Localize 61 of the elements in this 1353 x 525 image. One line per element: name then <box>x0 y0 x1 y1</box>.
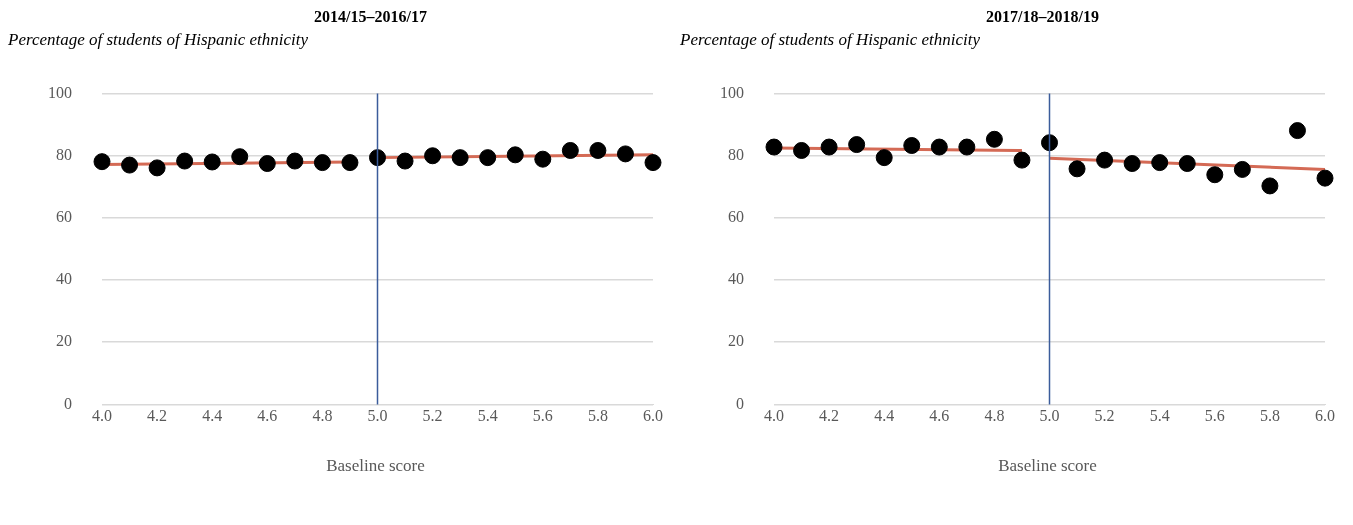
x-tick-label: 4.8 <box>984 407 1005 425</box>
x-tick-label: 5.0 <box>1039 407 1060 425</box>
x-axis-title: Baseline score <box>325 456 426 476</box>
point <box>1233 160 1251 178</box>
x-tick-label: 4.2 <box>819 407 840 425</box>
point <box>1261 177 1279 195</box>
point <box>1316 169 1334 187</box>
y-tick-label: 40 <box>56 270 72 288</box>
x-tick-label: 5.6 <box>1204 407 1225 425</box>
x-tick-label: 5.4 <box>477 407 498 425</box>
x-axis-title: Baseline score <box>997 456 1098 476</box>
x-tick-label: 4.0 <box>764 407 784 425</box>
point <box>1013 151 1031 169</box>
y-tick-label: 100 <box>48 83 72 101</box>
y-axis-title: Percentage of students of Hispanic ethnicity <box>8 30 310 51</box>
y-tick-label: 80 <box>728 145 744 163</box>
x-tick-label: 5.8 <box>1259 407 1280 425</box>
y-tick-label: 20 <box>728 332 744 350</box>
x-tick-label: 5.0 <box>367 407 388 425</box>
x-tick-label: 4.8 <box>312 407 333 425</box>
chart-title: 2017/18–2018/19 <box>985 8 1100 27</box>
x-tick-label: 6.0 <box>1315 407 1335 425</box>
point <box>985 130 1003 148</box>
x-tick-label: 4.6 <box>929 407 950 425</box>
point <box>958 138 976 156</box>
x-tick-label: 4.2 <box>147 407 168 425</box>
y-tick-label: 20 <box>56 332 72 350</box>
y-tick-label: 80 <box>56 145 72 163</box>
y-tick-label: 60 <box>728 208 744 226</box>
point <box>820 138 838 156</box>
point <box>1178 155 1196 173</box>
x-tick-label: 4.4 <box>202 407 223 425</box>
point <box>1068 160 1086 178</box>
x-tick-label: 5.6 <box>532 407 553 425</box>
y-tick-label: 0 <box>736 394 744 412</box>
y-tick-label: 100 <box>720 83 744 101</box>
y-axis-title: Percentage of students of Hispanic ethnicity <box>680 30 982 51</box>
y-tick-label: 0 <box>64 394 72 412</box>
point <box>903 137 921 154</box>
x-tick-label: 6.0 <box>643 407 663 425</box>
point <box>1151 154 1169 172</box>
point <box>793 141 811 159</box>
x-tick-label: 4.0 <box>92 407 112 425</box>
point <box>1096 151 1114 169</box>
y-tick-label: 60 <box>56 208 72 226</box>
point <box>875 149 893 167</box>
x-tick-label: 5.8 <box>587 407 608 425</box>
point <box>1206 166 1224 184</box>
point <box>1041 134 1058 152</box>
x-tick-label: 5.4 <box>1149 407 1170 425</box>
point <box>1288 122 1306 140</box>
x-tick-label: 5.2 <box>1094 407 1115 425</box>
chart-title: 2014/15–2016/17 <box>313 8 428 27</box>
x-tick-label: 4.4 <box>874 407 895 425</box>
x-tick-label: 5.2 <box>422 407 443 425</box>
y-tick-label: 40 <box>728 270 744 288</box>
point <box>1123 155 1141 173</box>
point <box>765 138 783 156</box>
x-tick-label: 4.6 <box>257 407 278 425</box>
point <box>848 136 866 154</box>
point <box>930 138 948 156</box>
